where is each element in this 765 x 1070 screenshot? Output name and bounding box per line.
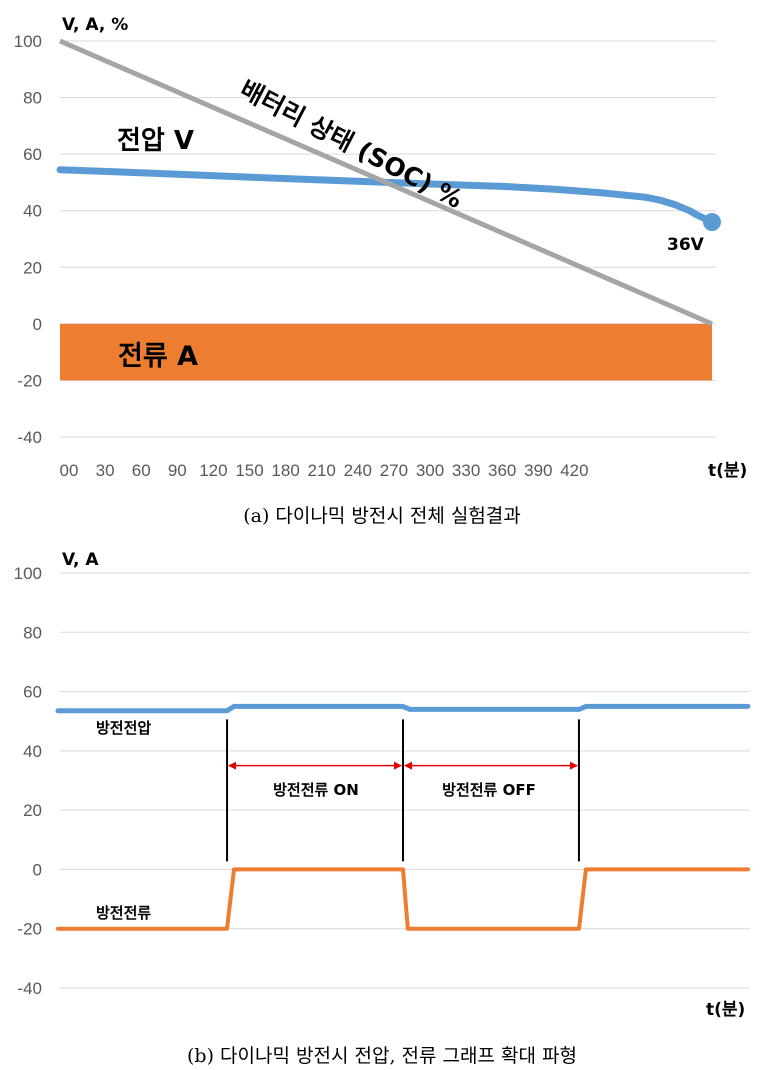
chart-a-y-tick-label: -40 [17,428,42,447]
chart-b-y-tick-label: 80 [23,623,42,642]
chart-a-voltage-end-marker [703,213,721,232]
chart-a-soc-label: 배터리 상태 (SOC) % [235,75,467,215]
chart-a-soc-line [59,38,713,327]
chart-b-current-label: 방전전류 [96,904,151,922]
chart-a-current-label: 전류 A [118,341,198,372]
chart-a-x-tick-label: 00 [60,461,79,480]
chart-a-x-tick-labels: 00 30 60 90 120 150 180 210 240 270 300 330 360 390 42… [60,461,589,480]
chart-a-x-tick-label: 390 [524,461,552,480]
chart-a-y-tick-label: 0 [33,315,42,334]
chart-b-voltage-line [55,703,751,714]
chart-a-x-tick-label: 420 [560,461,588,480]
chart-b-on-label: 방전전류 ON [273,781,359,799]
chart-a-x-unit-label: t(분) [708,461,747,481]
chart-b: 100 80 60 40 20 0 -20 -40 V, A t(분) 방전전압 방전전류 방… [14,550,751,1020]
chart-b-y-tick-label: 40 [23,742,42,761]
chart-a-y-tick-label: -20 [17,371,42,390]
chart-a-x-tick-label: 180 [271,461,299,480]
chart-a-x-tick-label: 240 [344,461,372,480]
chart-b-y-tick-label: -20 [17,920,42,939]
chart-b-y-tick-label: 0 [33,860,42,879]
chart-a-current-area [60,323,712,381]
chart-a-y-tick-label: 40 [23,202,42,221]
chart-a: 100 80 60 40 20 0 -20 -40 00 30 60 90 120 150 180 210 2… [14,15,748,481]
chart-a-x-tick-label: 120 [199,461,227,480]
chart-a-x-tick-label: 270 [380,461,408,480]
chart-a-x-tick-label: 150 [235,461,263,480]
chart-b-y-tick-label: 60 [23,683,42,702]
chart-a-x-tick-label: 90 [168,461,187,480]
chart-a-y-tick-label: 80 [23,89,42,108]
chart-a-y-tick-label: 20 [23,258,42,277]
chart-b-voltage-label: 방전전압 [96,719,151,737]
chart-a-x-tick-label: 30 [96,461,115,480]
chart-a-y-unit-label: V, A, % [62,15,128,35]
chart-a-caption: (a) 다이나믹 방전시 전체 실험결과 [243,505,521,527]
chart-a-x-tick-label: 60 [132,461,151,480]
chart-a-x-tick-label: 330 [452,461,480,480]
chart-b-off-label: 방전전류 OFF [442,781,536,799]
chart-a-y-tick-label: 100 [14,32,42,51]
chart-b-caption: (b) 다이나믹 방전시 전압, 전류 그래프 확대 파형 [187,1045,577,1067]
chart-a-marks [56,38,721,381]
chart-b-x-unit-label: t(분) [706,1000,745,1020]
chart-a-x-tick-label: 360 [488,461,516,480]
chart-a-x-tick-label: 300 [416,461,444,480]
chart-a-voltage-line [56,166,716,226]
chart-b-y-tick-labels: 100 80 60 40 20 0 -20 -40 [14,564,42,998]
chart-b-marks [55,703,751,931]
chart-a-end-voltage-label: 36V [667,235,705,255]
chart-b-current-line [56,867,750,931]
chart-b-y-tick-label: 100 [14,564,42,583]
chart-b-gridlines [60,572,750,989]
chart-a-x-tick-label: 210 [308,461,336,480]
chart-a-y-tick-labels: 100 80 60 40 20 0 -20 -40 [14,32,42,447]
chart-b-y-tick-label: -40 [17,979,42,998]
chart-b-y-tick-label: 20 [23,801,42,820]
chart-b-y-unit-label: V, A [62,550,99,570]
chart-a-voltage-label: 전압 V [117,126,194,156]
chart-a-y-tick-label: 60 [23,145,42,164]
